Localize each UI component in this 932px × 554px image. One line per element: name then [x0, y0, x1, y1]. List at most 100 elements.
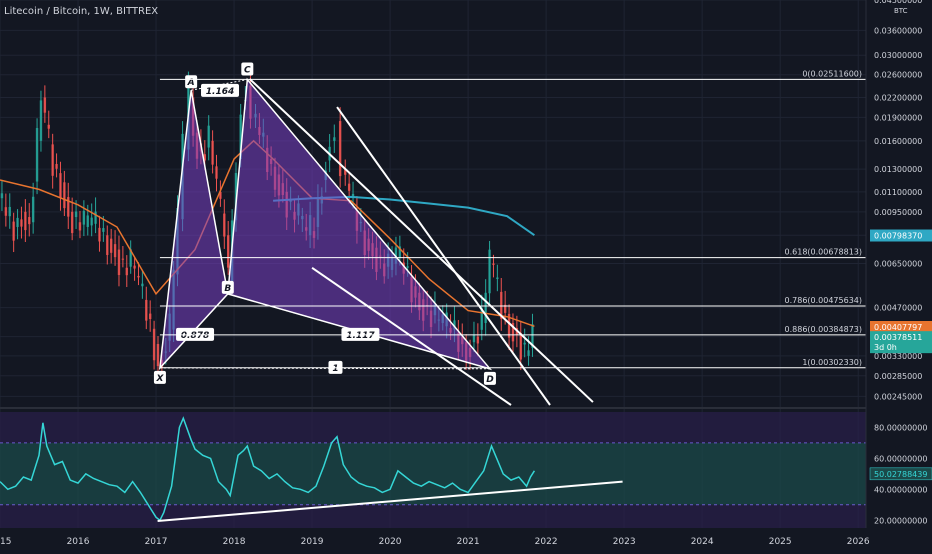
y-tick-label: 0.02600000 [874, 71, 922, 80]
candle-body [0, 193, 4, 199]
rsi-pane [0, 416, 623, 523]
pattern-point-label: C [244, 66, 251, 76]
price-label-ma_blue [870, 229, 932, 242]
candle-body [55, 163, 58, 169]
candle-body [109, 238, 113, 253]
x-tick-label: 2021 [457, 537, 480, 547]
candle-body [500, 291, 503, 319]
candle-body [106, 235, 109, 255]
candle-body [207, 125, 210, 148]
pattern-point-marker [483, 371, 496, 385]
candle-body [90, 217, 93, 226]
pattern-ratio-label: 1 [332, 364, 338, 374]
candle-body [523, 342, 526, 345]
candle-body [347, 183, 351, 191]
candle-body [129, 249, 132, 267]
x-tick-label: 2016 [67, 537, 90, 547]
x-tick-label: 2020 [379, 537, 402, 547]
y-tick-label: 0.02200000 [874, 93, 922, 102]
pattern-ratio-box [176, 327, 215, 341]
candle-body [406, 266, 409, 268]
candle-body [125, 267, 128, 276]
pattern-point-label: B [224, 284, 231, 294]
trendline[interactable] [311, 266, 512, 406]
price-label-countdown: 3d 0h [874, 343, 897, 352]
candle-body [527, 350, 530, 356]
candle-body [519, 333, 522, 360]
candle-body [398, 246, 402, 258]
candle-body [121, 258, 125, 260]
candle-body [16, 217, 19, 227]
candle-body [480, 308, 483, 330]
candle-body [503, 304, 507, 313]
x-tick-label: 2015 [0, 537, 11, 547]
y-tick-label: 0.03600000 [874, 26, 922, 35]
pattern-point-label: X [155, 374, 164, 384]
pattern-point-label: A [187, 78, 195, 88]
y-tick-label: 0.00285000 [874, 372, 922, 381]
candle-body [137, 275, 140, 278]
candle-body [67, 197, 70, 217]
candle-body [70, 211, 74, 234]
rsi-band-fill [0, 442, 866, 505]
y-unit-label: BTC [894, 7, 908, 15]
rsi-tick-label: 40.00000000 [874, 485, 927, 494]
candle-body [94, 211, 97, 224]
candle-body [484, 292, 487, 323]
fib-label: 0.786(0.00475634) [785, 296, 863, 305]
candle-body [31, 196, 35, 223]
pattern-ratio-label: 1.164 [206, 87, 234, 97]
candle-body [211, 140, 214, 165]
trendline[interactable] [336, 106, 551, 406]
fib-label: 0(0.02511600) [802, 69, 862, 78]
candle-body [156, 343, 160, 367]
candle-body [63, 182, 66, 209]
fib-label: 1(0.00302330) [802, 358, 862, 367]
rsi-trendline[interactable] [157, 480, 623, 523]
candle-body [43, 97, 47, 113]
candle-body [74, 211, 78, 218]
y-tick-label: 0.00330000 [874, 352, 922, 361]
fib-levels: 0(0.02511600) 0.618(0.00678813) 0.786(0.00… [159, 69, 866, 369]
rsi-tick-label: 20.00000000 [874, 516, 927, 525]
price-label-value: 0.00407797 [874, 323, 922, 332]
candle-body [453, 320, 456, 330]
x-tick-label: 2018 [223, 537, 246, 547]
candle-body [59, 173, 62, 199]
x-tick-label: 2022 [535, 537, 558, 547]
trendline[interactable] [248, 78, 594, 403]
y-tick-label: 0.01300000 [874, 165, 922, 174]
candle-body [511, 322, 515, 342]
candle-body [86, 215, 89, 227]
x-tick-label: 2023 [613, 537, 636, 547]
candle-body [82, 210, 86, 225]
candle-body [141, 283, 144, 287]
candle-body [472, 335, 476, 343]
candle-body [507, 313, 511, 338]
y-tick-label: 0.03000000 [874, 51, 922, 60]
pattern-ratio-box [341, 327, 380, 341]
harmonic-pattern: X A B C D 1.164 0.878 1.117 1 [153, 62, 496, 385]
trendlines[interactable] [248, 78, 594, 406]
y-tick-label: 0.00950000 [874, 208, 922, 217]
candle-body [227, 235, 230, 268]
rsi-overbought-zone [0, 412, 866, 443]
rsi-background [0, 412, 866, 528]
candle-body [4, 207, 8, 216]
y-tick-label: 0.00245000 [874, 392, 922, 401]
candle-body [338, 121, 342, 177]
candle-body [476, 336, 480, 344]
candle-body [492, 263, 495, 265]
pattern-xb-line [159, 293, 229, 369]
candle-body [239, 114, 242, 160]
y-tick-label: 0.01100000 [874, 188, 922, 197]
fib-label: 0.618(0.00678813) [785, 248, 863, 257]
x-tick-label: 2026 [847, 537, 870, 547]
rsi-tick-label: 80.00000000 [874, 423, 927, 432]
candle-body [148, 313, 152, 320]
price-label-value: 0.00798370 [874, 232, 922, 241]
pattern-point-marker [241, 62, 254, 76]
